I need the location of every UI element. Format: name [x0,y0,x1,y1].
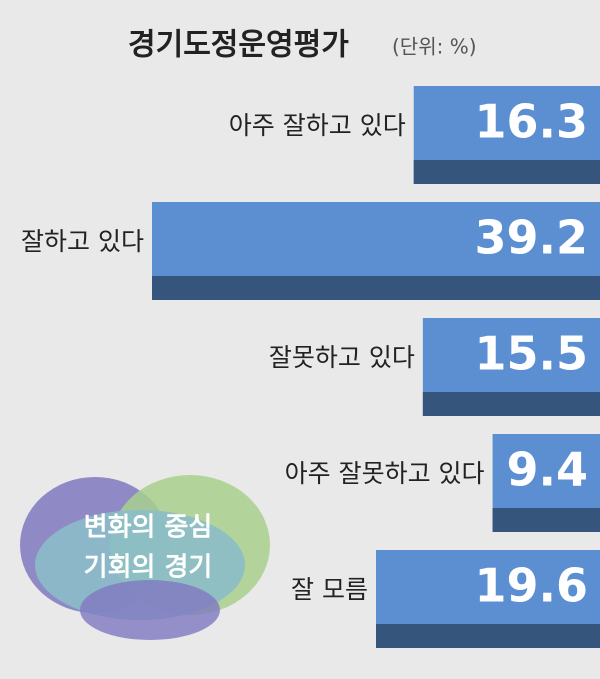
category-label: 아주 잘하고 있다 [229,111,406,140]
category-label: 아주 잘못하고 있다 [285,459,485,488]
value-label: 19.6 [475,559,589,613]
category-label: 잘 모름 [291,575,368,604]
logo-text: 기회의 경기 [84,553,213,583]
value-label: 15.5 [475,327,589,381]
bar-shadow [152,276,600,300]
chart-subtitle: (단위: %) [392,35,477,59]
chart-title: 경기도정운영평가 [128,28,349,63]
bar-shadow [492,508,600,532]
logo: 변화의 중심 기회의 경기 [20,475,270,640]
value-label: 39.2 [475,211,589,265]
bar-shadow [413,160,600,184]
value-label: 9.4 [507,443,589,497]
logo-text: 변화의 중심 [84,513,213,543]
bar-shadow [422,392,600,416]
value-label: 16.3 [475,95,589,149]
category-label: 잘못하고 있다 [269,343,415,372]
logo-blob [80,580,220,640]
category-label: 잘하고 있다 [21,227,144,256]
bar-shadow [376,624,600,648]
